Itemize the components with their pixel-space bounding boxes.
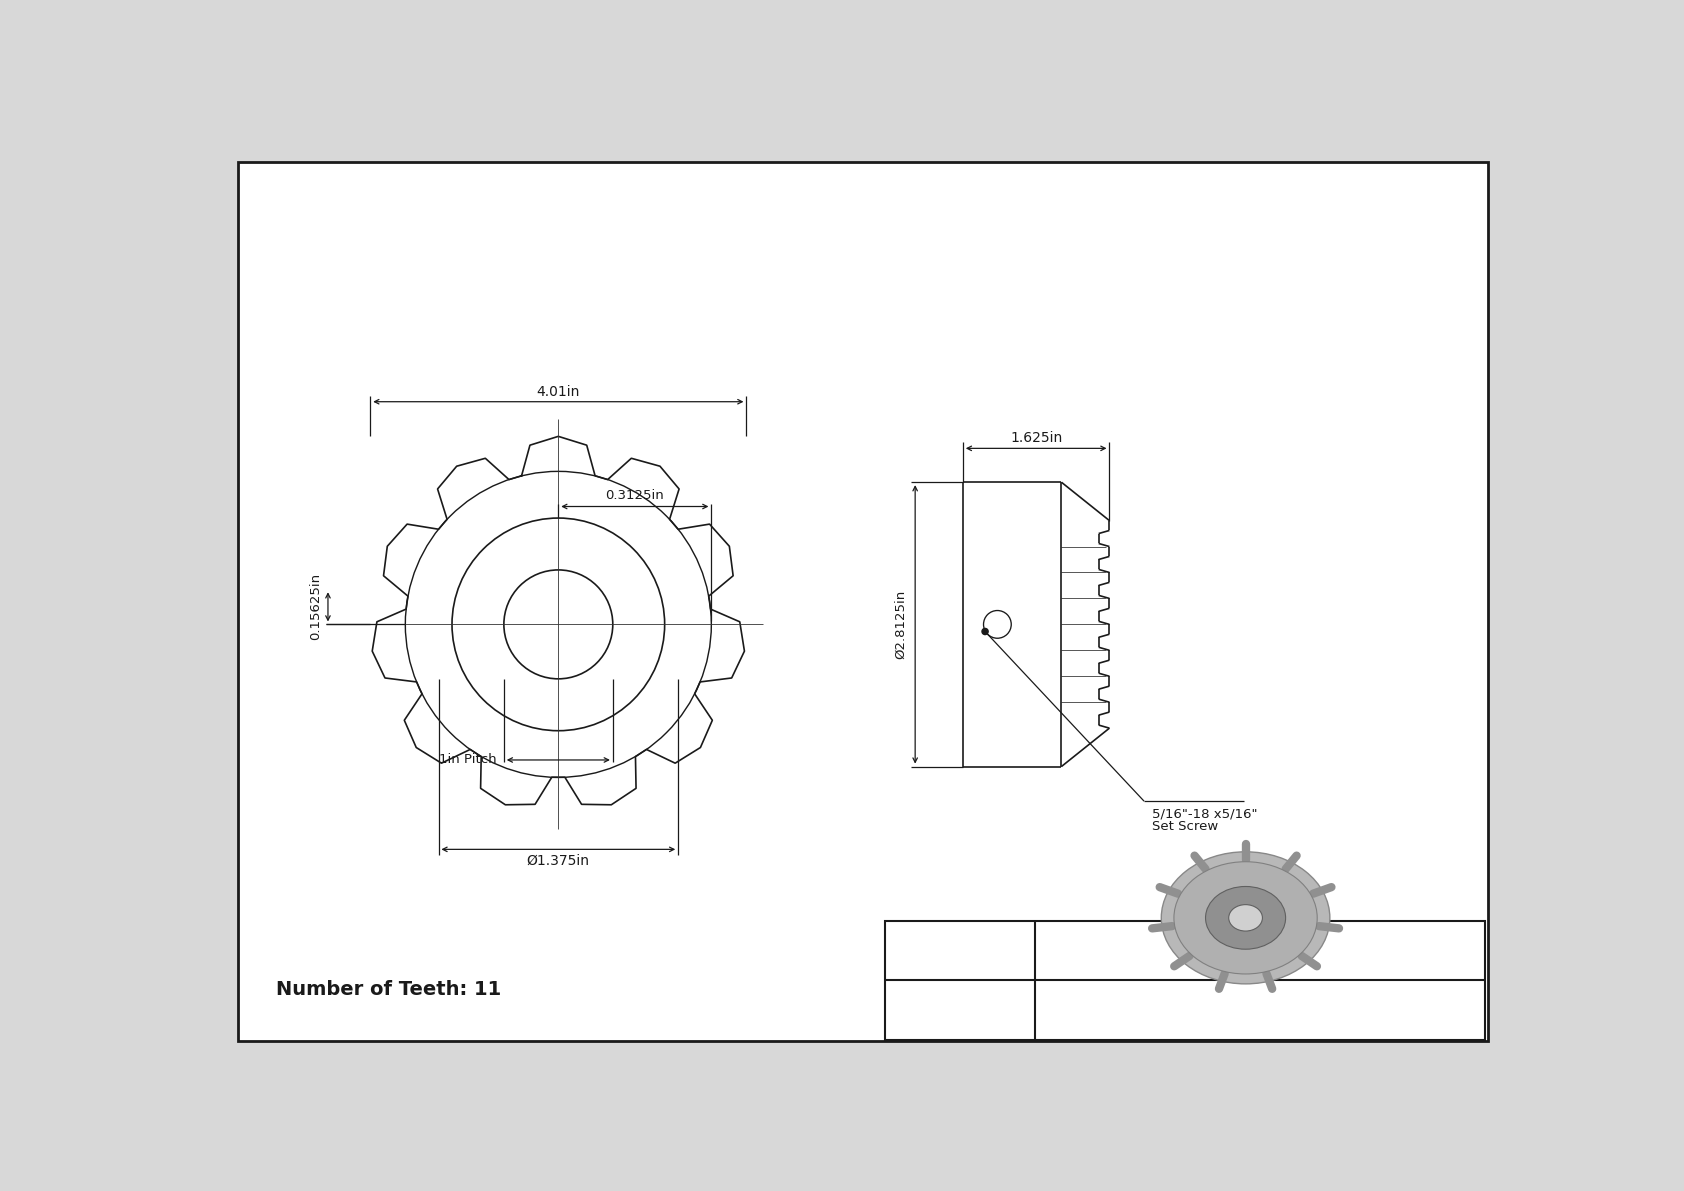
Text: Set Screw: Set Screw [1152, 821, 1218, 834]
Text: Ø2.8125in: Ø2.8125in [894, 590, 908, 659]
Ellipse shape [1229, 905, 1263, 931]
Text: Ø1.375in: Ø1.375in [527, 854, 589, 868]
Text: 4.01in: 4.01in [537, 385, 579, 399]
Ellipse shape [1174, 862, 1317, 974]
Text: Sprockets: Sprockets [1228, 1019, 1293, 1033]
Text: LILY: LILY [919, 936, 1000, 971]
Text: SHANGHAI LILY BEARING LIMITED: SHANGHAI LILY BEARING LIMITED [1130, 937, 1391, 952]
Text: ®: ® [983, 930, 995, 943]
Text: Email: lilybearing@lily-bearing.com: Email: lilybearing@lily-bearing.com [1148, 960, 1371, 973]
Text: 0.3125in: 0.3125in [606, 490, 663, 503]
Text: 1in Pitch: 1in Pitch [438, 754, 497, 767]
Text: Number of Teeth: 11: Number of Teeth: 11 [276, 980, 502, 999]
Ellipse shape [1162, 852, 1330, 984]
Circle shape [982, 629, 989, 635]
Bar [884, 921, 1485, 1040]
Text: CFAATJGF: CFAATJGF [1216, 993, 1305, 1011]
Text: 1.625in: 1.625in [1010, 431, 1063, 444]
Ellipse shape [1206, 886, 1285, 949]
Text: Part
Number: Part Number [933, 996, 987, 1024]
Text: 0.15625in: 0.15625in [308, 573, 322, 641]
Text: 5/16"-18 x5/16": 5/16"-18 x5/16" [1152, 807, 1258, 821]
